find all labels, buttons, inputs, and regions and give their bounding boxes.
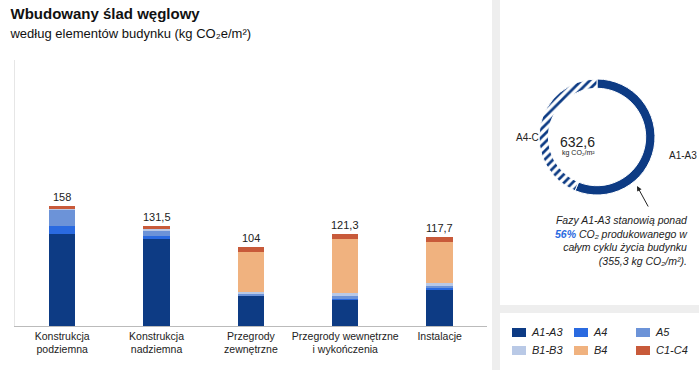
svg-text:158: 158 [53,191,71,203]
svg-text:117,7: 117,7 [426,222,453,234]
html-text:A1-A3: A1-A3 [532,326,563,338]
svg-text:Instalacje: Instalacje [417,330,462,342]
html-text:C1-C4: C1-C4 [656,344,688,356]
svg-text:121,3: 121,3 [331,219,359,231]
html-text:A5: A5 [656,326,670,338]
svg-text:131,5: 131,5 [143,211,171,223]
svg-text:Wbudowany ślad węglowywedług e: Wbudowany ślad węglowywedług elementów b… [9,5,251,42]
html-text:B1-B3: B1-B3 [532,344,563,356]
html-text:B4: B4 [594,344,608,356]
svg-text:A4-C: A4-C [516,132,539,143]
svg-text:Konstrukcjapodziemna: Konstrukcjapodziemna [35,330,90,356]
svg-text:Przegrodyzewnętrzne: Przegrodyzewnętrzne [224,330,278,356]
svg-text:Konstrukcjanadziemna: Konstrukcjanadziemna [129,330,184,356]
html-text:A4: A4 [594,326,608,338]
svg-text:Przegrody wewnętrznei wykończe: Przegrody wewnętrznei wykończenia [292,330,399,356]
svg-text:104: 104 [242,232,260,244]
svg-text:Fazy A1-A3 stanowią ponad56% C: Fazy A1-A3 stanowią ponad56% CO₂ produko… [555,214,688,267]
svg-text:kg CO₂/m²: kg CO₂/m² [562,149,595,157]
svg-text:A1-A3: A1-A3 [669,150,697,161]
svg-text:632,6: 632,6 [560,134,595,150]
